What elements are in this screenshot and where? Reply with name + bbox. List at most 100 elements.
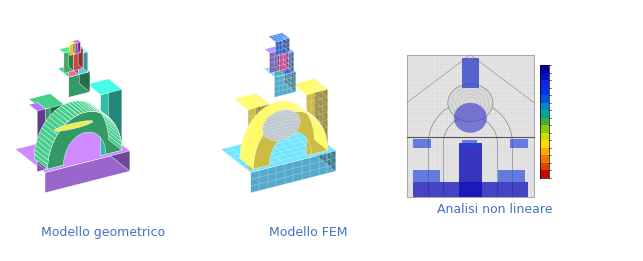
Polygon shape — [284, 52, 294, 75]
Polygon shape — [69, 72, 90, 97]
Bar — [540, 133, 549, 140]
Polygon shape — [413, 170, 440, 182]
Polygon shape — [34, 150, 48, 165]
Polygon shape — [48, 111, 122, 169]
Polygon shape — [277, 138, 285, 141]
Polygon shape — [255, 114, 271, 128]
Bar — [540, 73, 549, 80]
Polygon shape — [54, 121, 93, 131]
Polygon shape — [69, 44, 83, 51]
Polygon shape — [256, 94, 269, 165]
Polygon shape — [310, 120, 325, 134]
Polygon shape — [510, 139, 528, 148]
Polygon shape — [96, 108, 112, 121]
Polygon shape — [78, 44, 83, 68]
Polygon shape — [37, 137, 51, 151]
Polygon shape — [314, 131, 327, 146]
Polygon shape — [51, 111, 68, 124]
Polygon shape — [302, 108, 318, 121]
Polygon shape — [42, 104, 64, 170]
Polygon shape — [108, 135, 122, 150]
Polygon shape — [29, 94, 64, 110]
Polygon shape — [285, 63, 296, 92]
Polygon shape — [276, 38, 289, 55]
Bar — [540, 148, 549, 155]
Polygon shape — [79, 63, 90, 92]
Bar — [540, 103, 549, 110]
Polygon shape — [103, 116, 118, 130]
Polygon shape — [296, 104, 313, 116]
Polygon shape — [282, 33, 289, 52]
Polygon shape — [314, 79, 328, 150]
Polygon shape — [221, 128, 336, 173]
Text: Modello geometrico: Modello geometrico — [41, 226, 165, 239]
Polygon shape — [269, 51, 279, 73]
Polygon shape — [312, 123, 326, 138]
Polygon shape — [291, 102, 307, 113]
Polygon shape — [306, 128, 336, 171]
Ellipse shape — [454, 103, 487, 133]
Polygon shape — [49, 114, 65, 128]
Polygon shape — [248, 104, 269, 170]
Polygon shape — [35, 141, 50, 156]
Polygon shape — [45, 151, 130, 193]
Polygon shape — [101, 90, 122, 156]
Polygon shape — [64, 103, 81, 115]
Polygon shape — [498, 170, 525, 182]
Polygon shape — [98, 110, 114, 124]
Polygon shape — [87, 79, 122, 95]
Polygon shape — [279, 51, 284, 75]
Polygon shape — [37, 109, 46, 172]
Polygon shape — [67, 41, 75, 45]
Bar — [540, 155, 549, 163]
Polygon shape — [462, 140, 477, 148]
Polygon shape — [275, 44, 289, 51]
Polygon shape — [34, 154, 48, 169]
Polygon shape — [88, 103, 104, 115]
Polygon shape — [279, 48, 294, 54]
Polygon shape — [459, 143, 482, 197]
Polygon shape — [312, 127, 327, 142]
Text: Analisi non lineare: Analisi non lineare — [437, 203, 553, 216]
Polygon shape — [266, 130, 296, 139]
Polygon shape — [69, 47, 73, 71]
Bar — [540, 170, 549, 178]
Text: Modello FEM: Modello FEM — [269, 226, 348, 239]
Polygon shape — [107, 127, 122, 142]
Polygon shape — [46, 117, 62, 131]
Polygon shape — [307, 113, 322, 127]
Polygon shape — [273, 102, 291, 114]
Polygon shape — [235, 94, 269, 110]
Bar — [540, 163, 549, 170]
Polygon shape — [269, 110, 293, 117]
Polygon shape — [314, 135, 328, 150]
Polygon shape — [264, 106, 280, 119]
Polygon shape — [29, 103, 46, 111]
Polygon shape — [240, 150, 254, 165]
Polygon shape — [58, 63, 90, 77]
Polygon shape — [78, 52, 88, 75]
Polygon shape — [277, 101, 294, 112]
Polygon shape — [462, 58, 478, 88]
Polygon shape — [100, 128, 130, 171]
Polygon shape — [287, 101, 304, 112]
Polygon shape — [75, 42, 80, 54]
Polygon shape — [68, 102, 85, 114]
Polygon shape — [246, 128, 261, 143]
Polygon shape — [264, 63, 296, 77]
Polygon shape — [280, 101, 297, 112]
Bar — [540, 118, 549, 125]
Polygon shape — [73, 48, 88, 54]
Polygon shape — [240, 145, 255, 160]
Polygon shape — [73, 41, 75, 54]
Polygon shape — [279, 48, 289, 71]
Polygon shape — [293, 79, 328, 95]
Polygon shape — [244, 132, 259, 147]
Polygon shape — [78, 101, 95, 111]
Polygon shape — [275, 47, 279, 71]
Polygon shape — [253, 111, 328, 169]
Polygon shape — [64, 51, 78, 57]
Polygon shape — [106, 123, 120, 138]
Polygon shape — [304, 110, 320, 124]
Polygon shape — [309, 116, 323, 130]
